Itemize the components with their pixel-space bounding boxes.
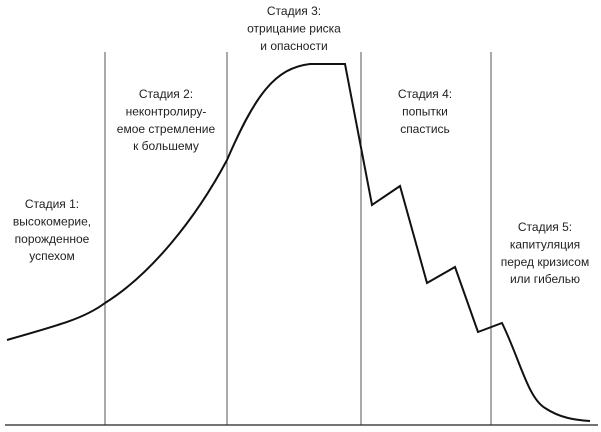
stage-label: Стадия 3:: [267, 4, 321, 18]
stage-label: Стадия 1:: [25, 197, 79, 211]
stage-label: успехом: [29, 249, 75, 263]
stage-label: или гибелью: [510, 272, 580, 286]
stage-label: емое стремление: [117, 122, 216, 136]
decline-curve: [6, 63, 591, 422]
stage-label: перед кризисом: [501, 255, 589, 269]
stage-label: к большему: [133, 139, 199, 153]
stage-label: неконтролиру-: [126, 104, 207, 118]
stage-label: и опасности: [260, 39, 327, 53]
stage-labels: Стадия 1: высокомерие, порожденное успехом С…: [13, 4, 589, 286]
stage-label: высокомерие,: [13, 214, 91, 228]
stage-label: попытки: [402, 104, 448, 118]
stage-label: Стадия 4:: [398, 87, 452, 101]
stage-label: спастись: [400, 122, 450, 136]
stage-label: капитуляция: [510, 237, 580, 251]
stage-label: порожденное: [15, 232, 90, 246]
stage-label: Стадия 5:: [518, 220, 572, 234]
stage-label: Стадия 2:: [139, 87, 193, 101]
stage-label: отрицание риска: [247, 21, 341, 35]
